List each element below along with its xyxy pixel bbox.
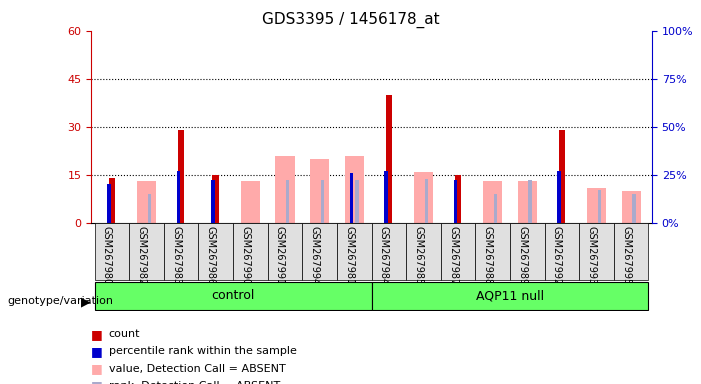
FancyBboxPatch shape xyxy=(233,223,268,280)
Bar xyxy=(454,180,457,223)
Bar xyxy=(386,95,392,223)
FancyBboxPatch shape xyxy=(372,223,406,280)
Bar xyxy=(148,194,151,223)
Bar xyxy=(518,181,537,223)
Bar xyxy=(310,159,329,223)
Bar xyxy=(559,130,565,223)
Bar xyxy=(286,180,290,223)
Bar xyxy=(107,184,111,223)
Bar xyxy=(275,156,294,223)
Text: GSM267980: GSM267980 xyxy=(102,225,112,285)
FancyBboxPatch shape xyxy=(441,223,475,280)
Text: GSM267986: GSM267986 xyxy=(206,225,216,285)
Bar xyxy=(177,171,180,223)
Text: ■: ■ xyxy=(91,362,103,375)
FancyBboxPatch shape xyxy=(337,223,372,280)
FancyBboxPatch shape xyxy=(406,223,441,280)
Text: GSM267995: GSM267995 xyxy=(621,225,631,285)
Bar xyxy=(632,194,636,223)
FancyBboxPatch shape xyxy=(198,223,233,280)
Bar xyxy=(212,175,219,223)
Text: value, Detection Call = ABSENT: value, Detection Call = ABSENT xyxy=(109,364,285,374)
Text: GSM267982: GSM267982 xyxy=(137,225,147,285)
Bar xyxy=(494,194,497,223)
Text: GDS3395 / 1456178_at: GDS3395 / 1456178_at xyxy=(261,12,440,28)
Text: ■: ■ xyxy=(91,345,103,358)
Text: AQP11 null: AQP11 null xyxy=(476,289,544,302)
FancyBboxPatch shape xyxy=(268,223,302,280)
FancyBboxPatch shape xyxy=(164,223,198,280)
Bar xyxy=(137,181,156,223)
Text: count: count xyxy=(109,329,140,339)
Bar xyxy=(557,171,561,223)
Bar xyxy=(345,156,364,223)
Text: GSM267993: GSM267993 xyxy=(587,225,597,285)
Text: GSM267987: GSM267987 xyxy=(448,225,458,285)
Bar xyxy=(320,180,324,223)
Text: rank, Detection Call = ABSENT: rank, Detection Call = ABSENT xyxy=(109,381,280,384)
Text: GSM267994: GSM267994 xyxy=(310,225,320,285)
Text: ▶: ▶ xyxy=(81,295,90,308)
Text: GSM267990: GSM267990 xyxy=(240,225,250,285)
FancyBboxPatch shape xyxy=(545,223,579,280)
FancyBboxPatch shape xyxy=(372,282,648,310)
Text: GSM267988: GSM267988 xyxy=(483,225,493,285)
FancyBboxPatch shape xyxy=(129,223,164,280)
Bar xyxy=(529,180,532,223)
Text: GSM267989: GSM267989 xyxy=(517,225,527,285)
Bar xyxy=(597,190,601,223)
FancyBboxPatch shape xyxy=(475,223,510,280)
Bar xyxy=(425,179,428,223)
Text: ■: ■ xyxy=(91,379,103,384)
Text: control: control xyxy=(212,289,254,302)
Text: GSM267992: GSM267992 xyxy=(552,225,562,285)
Bar xyxy=(178,130,184,223)
Bar xyxy=(355,180,359,223)
Bar xyxy=(587,187,606,223)
Bar xyxy=(483,181,502,223)
FancyBboxPatch shape xyxy=(302,223,337,280)
FancyBboxPatch shape xyxy=(95,282,372,310)
Text: GSM267985: GSM267985 xyxy=(414,225,423,285)
Text: GSM267991: GSM267991 xyxy=(275,225,285,285)
FancyBboxPatch shape xyxy=(614,223,648,280)
Bar xyxy=(350,173,353,223)
Bar xyxy=(455,175,461,223)
Text: ■: ■ xyxy=(91,328,103,341)
Bar xyxy=(384,171,388,223)
FancyBboxPatch shape xyxy=(95,223,129,280)
Bar xyxy=(241,181,260,223)
FancyBboxPatch shape xyxy=(510,223,545,280)
Text: GSM267983: GSM267983 xyxy=(171,225,181,285)
Text: genotype/variation: genotype/variation xyxy=(7,296,113,306)
Text: GSM267981: GSM267981 xyxy=(344,225,354,285)
Bar xyxy=(622,191,641,223)
Bar xyxy=(414,172,433,223)
Text: percentile rank within the sample: percentile rank within the sample xyxy=(109,346,297,356)
Bar xyxy=(109,178,115,223)
FancyBboxPatch shape xyxy=(579,223,614,280)
Bar xyxy=(211,180,215,223)
Text: GSM267984: GSM267984 xyxy=(379,225,389,285)
